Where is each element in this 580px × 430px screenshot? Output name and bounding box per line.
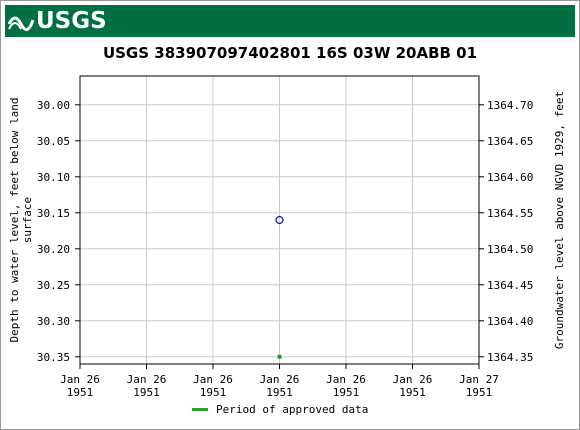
y-left-axis-label: surface [21, 197, 34, 243]
y-left-tick-label: 30.15 [37, 207, 70, 220]
x-tick-label-year: 1951 [200, 386, 227, 399]
y-right-tick-label: 1364.50 [487, 243, 533, 256]
y-right-tick-label: 1364.70 [487, 99, 533, 112]
x-tick-label: Jan 26 [127, 373, 167, 386]
y-left-tick-label: 30.00 [37, 99, 70, 112]
y-right-tick-label: 1364.60 [487, 171, 533, 184]
chart-title: USGS 383907097402801 16S 03W 20ABB 01 [102, 44, 478, 62]
approved-period-marker [277, 354, 282, 359]
y-right-tick-label: 1364.35 [487, 351, 533, 364]
x-tick-label-year: 1951 [466, 386, 493, 399]
x-tick-label-year: 1951 [333, 386, 360, 399]
y-right-tick-label: 1364.45 [487, 279, 533, 292]
legend: Period of approved data [192, 403, 368, 416]
usgs-logo: USGS [8, 7, 107, 35]
legend-label: Period of approved data [216, 403, 369, 416]
x-tick-label: Jan 27 [459, 373, 499, 386]
y-right-tick-label: 1364.55 [487, 207, 533, 220]
y-left-tick-label: 30.20 [37, 243, 70, 256]
x-tick-label-year: 1951 [399, 386, 426, 399]
usgs-logo-text: USGS [36, 8, 107, 34]
y-left-tick-label: 30.25 [37, 279, 70, 292]
y-right-tick-label: 1364.65 [487, 135, 533, 148]
x-tick-label: Jan 26 [326, 373, 366, 386]
legend-swatch [192, 408, 208, 411]
usgs-banner: USGS [5, 5, 575, 37]
measurement-point [275, 215, 284, 225]
y-left-tick-label: 30.05 [37, 135, 70, 148]
x-tick-label: Jan 26 [260, 373, 300, 386]
x-tick-label-year: 1951 [266, 386, 293, 399]
y-left-tick-label: 30.10 [37, 171, 70, 184]
x-tick-label-year: 1951 [133, 386, 160, 399]
x-tick-label: Jan 26 [60, 373, 100, 386]
y-left-tick-label: 30.30 [37, 315, 70, 328]
y-right-axis-label: Groundwater level above NGVD 1929, feet [553, 91, 566, 349]
y-left-axis-label: Depth to water level, feet below land [8, 97, 21, 342]
y-left-tick-label: 30.35 [37, 351, 70, 364]
x-tick-label: Jan 26 [193, 373, 233, 386]
x-tick-label: Jan 26 [393, 373, 433, 386]
x-tick-label-year: 1951 [67, 386, 94, 399]
y-right-tick-label: 1364.40 [487, 315, 533, 328]
usgs-wave-icon [8, 16, 34, 31]
banner-background [5, 5, 575, 37]
